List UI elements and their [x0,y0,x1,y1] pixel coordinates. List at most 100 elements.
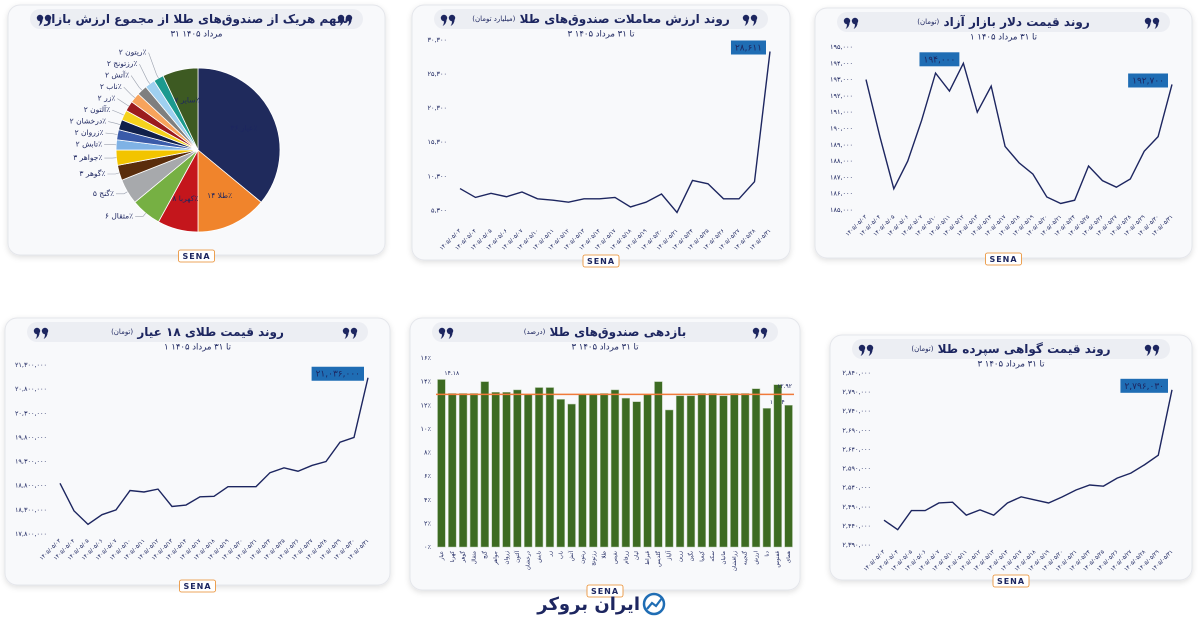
slice-name: رزتونج [113,59,134,68]
x-tick-label: زرین [678,551,684,562]
logo-box [582,254,620,268]
value-label: ۲۸,۶۱۱ [735,44,762,54]
y-tick-label: ۱۸۵,۰۰۰ [830,206,853,214]
slice-name: آتش [111,70,126,80]
title-unit: (میلیارد تومان) [472,15,515,23]
line [59,377,369,526]
slice-label: آلتون ۲٪ [84,104,110,114]
bar [524,394,533,548]
quote-mark [853,22,858,29]
bar [534,387,544,548]
pie-slice [162,67,199,151]
logo-text: SENA [183,582,211,591]
slice-name: سایر [180,95,196,104]
title-text: روند قیمت دلار بازار آزاد [943,14,1089,30]
quote-mark [344,332,349,339]
y-tick-label: ۲,۵۴۰,۰۰۰ [842,484,871,492]
slice-name: کهربا [179,194,195,203]
value-label-box [1120,378,1168,393]
x-tick-label: گوهر [460,551,467,564]
slice-name: مثقال [111,211,129,220]
y-tick-label: ۱۹۵,۰۰۰ [830,43,853,51]
x-tick-label: آتش [568,551,575,562]
bar [437,379,446,548]
y-tick-label: ۲,۵۹۰,۰۰۰ [842,465,871,473]
chart-title: روند قیمت دلار بازار آزاد (تومان) [917,14,1090,30]
y-tick-label: ۱۹۳,۰۰۰ [830,76,853,84]
title-text: سهم هریک از صندوق‌های طلا از مجموع ارزش … [43,12,348,27]
y-tick-label: ۴٪ [424,496,431,504]
title-band [852,339,1170,359]
x-tick-label: آلتون [514,551,521,563]
slice-label: ریتون ۲٪ [119,48,147,57]
quote-mark [868,349,873,356]
title-unit: (درصد) [524,328,546,336]
chart-card: روند قیمت دلار بازار آزاد (تومان) ۱ تا ۳۱… [814,7,1193,266]
footer-icon [642,592,666,616]
bar [741,393,750,548]
leader-line [123,86,136,98]
x-tick-label: آلیاژ [666,551,673,562]
bar [599,393,609,548]
y-tick-label: ۲,۴۴۰,۰۰۰ [842,522,871,530]
title-unit: (تومان) [917,18,939,26]
bar [762,408,772,548]
quote-mark [860,349,865,356]
y-tick-label: ۱۸۹,۰۰۰ [830,141,853,149]
x-tick-label: جواهر [493,551,499,566]
title-unit: (تومان) [911,345,933,353]
logo-text: SENA [182,252,210,261]
y-tick-label: ۱۵,۳۰۰ [427,138,447,146]
leader-line [139,63,151,84]
y-tick-label: ۱۹۴,۰۰۰ [830,59,853,67]
title-band [30,9,363,29]
x-tick-label: دنا [764,550,770,556]
value-label: ۲۱,۰۳۶,۰۰۰ [316,370,360,380]
value-label: ۱۹۴,۰۰۰ [923,55,955,65]
bar [686,395,696,548]
quote-mark [744,19,749,26]
bar [589,394,598,548]
bar [784,405,793,548]
x-tick-label: لیان [634,551,640,560]
title-text: روند ارزش معاملات صندوق‌های طلا [520,12,730,27]
x-tick-label: زروان [504,551,510,565]
slice-label: سایر ۷٪ [174,95,199,104]
average-label: ۱۲.۹۲ [777,383,792,390]
slice-label: درخشان ۲٪ [70,117,107,126]
slice-label: زروان ۲٪ [75,128,104,137]
title-band [837,12,1170,32]
y-tick-label: ۲,۴۹۰,۰۰۰ [842,503,871,511]
y-tick-label: ۶٪ [424,472,431,480]
quote-mark [845,22,850,29]
slice-label: زر ۲٪ [98,94,116,103]
leader-line [108,121,121,125]
quote-mark [35,332,40,339]
pie-slice [197,67,281,203]
slice-label: رزتونج ۲٪ [107,59,138,68]
value-label: ۲,۷۹۶,۰۳۰ [1124,382,1164,392]
x-tick-label: گنج [481,551,488,559]
chart-card: روند قیمت طلای ۱۸ عیار (تومان) ۱ تا ۳۱ مر… [4,317,391,593]
x-tick-label: ریتون [580,551,586,564]
quote-mark [450,19,455,26]
value-label-box [919,52,960,67]
y-tick-label: ۱۸۶,۰۰۰ [830,190,853,198]
title-text: روند قیمت طلای ۱۸ عیار [136,325,284,340]
bar [458,393,468,548]
line [865,61,1173,205]
bar [675,395,685,548]
bar [448,393,457,548]
title-band [27,322,368,342]
bar [578,394,587,548]
bar [697,393,706,548]
y-tick-label: ۱۴٪ [421,378,432,386]
quote-mark [754,332,759,339]
y-tick-label: ۲۱,۳۰۰,۰۰۰ [15,361,47,369]
x-tick-label: نفیس [613,551,619,564]
logo-box [586,584,624,598]
bar [502,392,511,548]
chart-subtitle: ۳ تا ۳۱ مرداد ۱۴۰۵ [568,30,636,40]
quote-mark [1146,22,1151,29]
